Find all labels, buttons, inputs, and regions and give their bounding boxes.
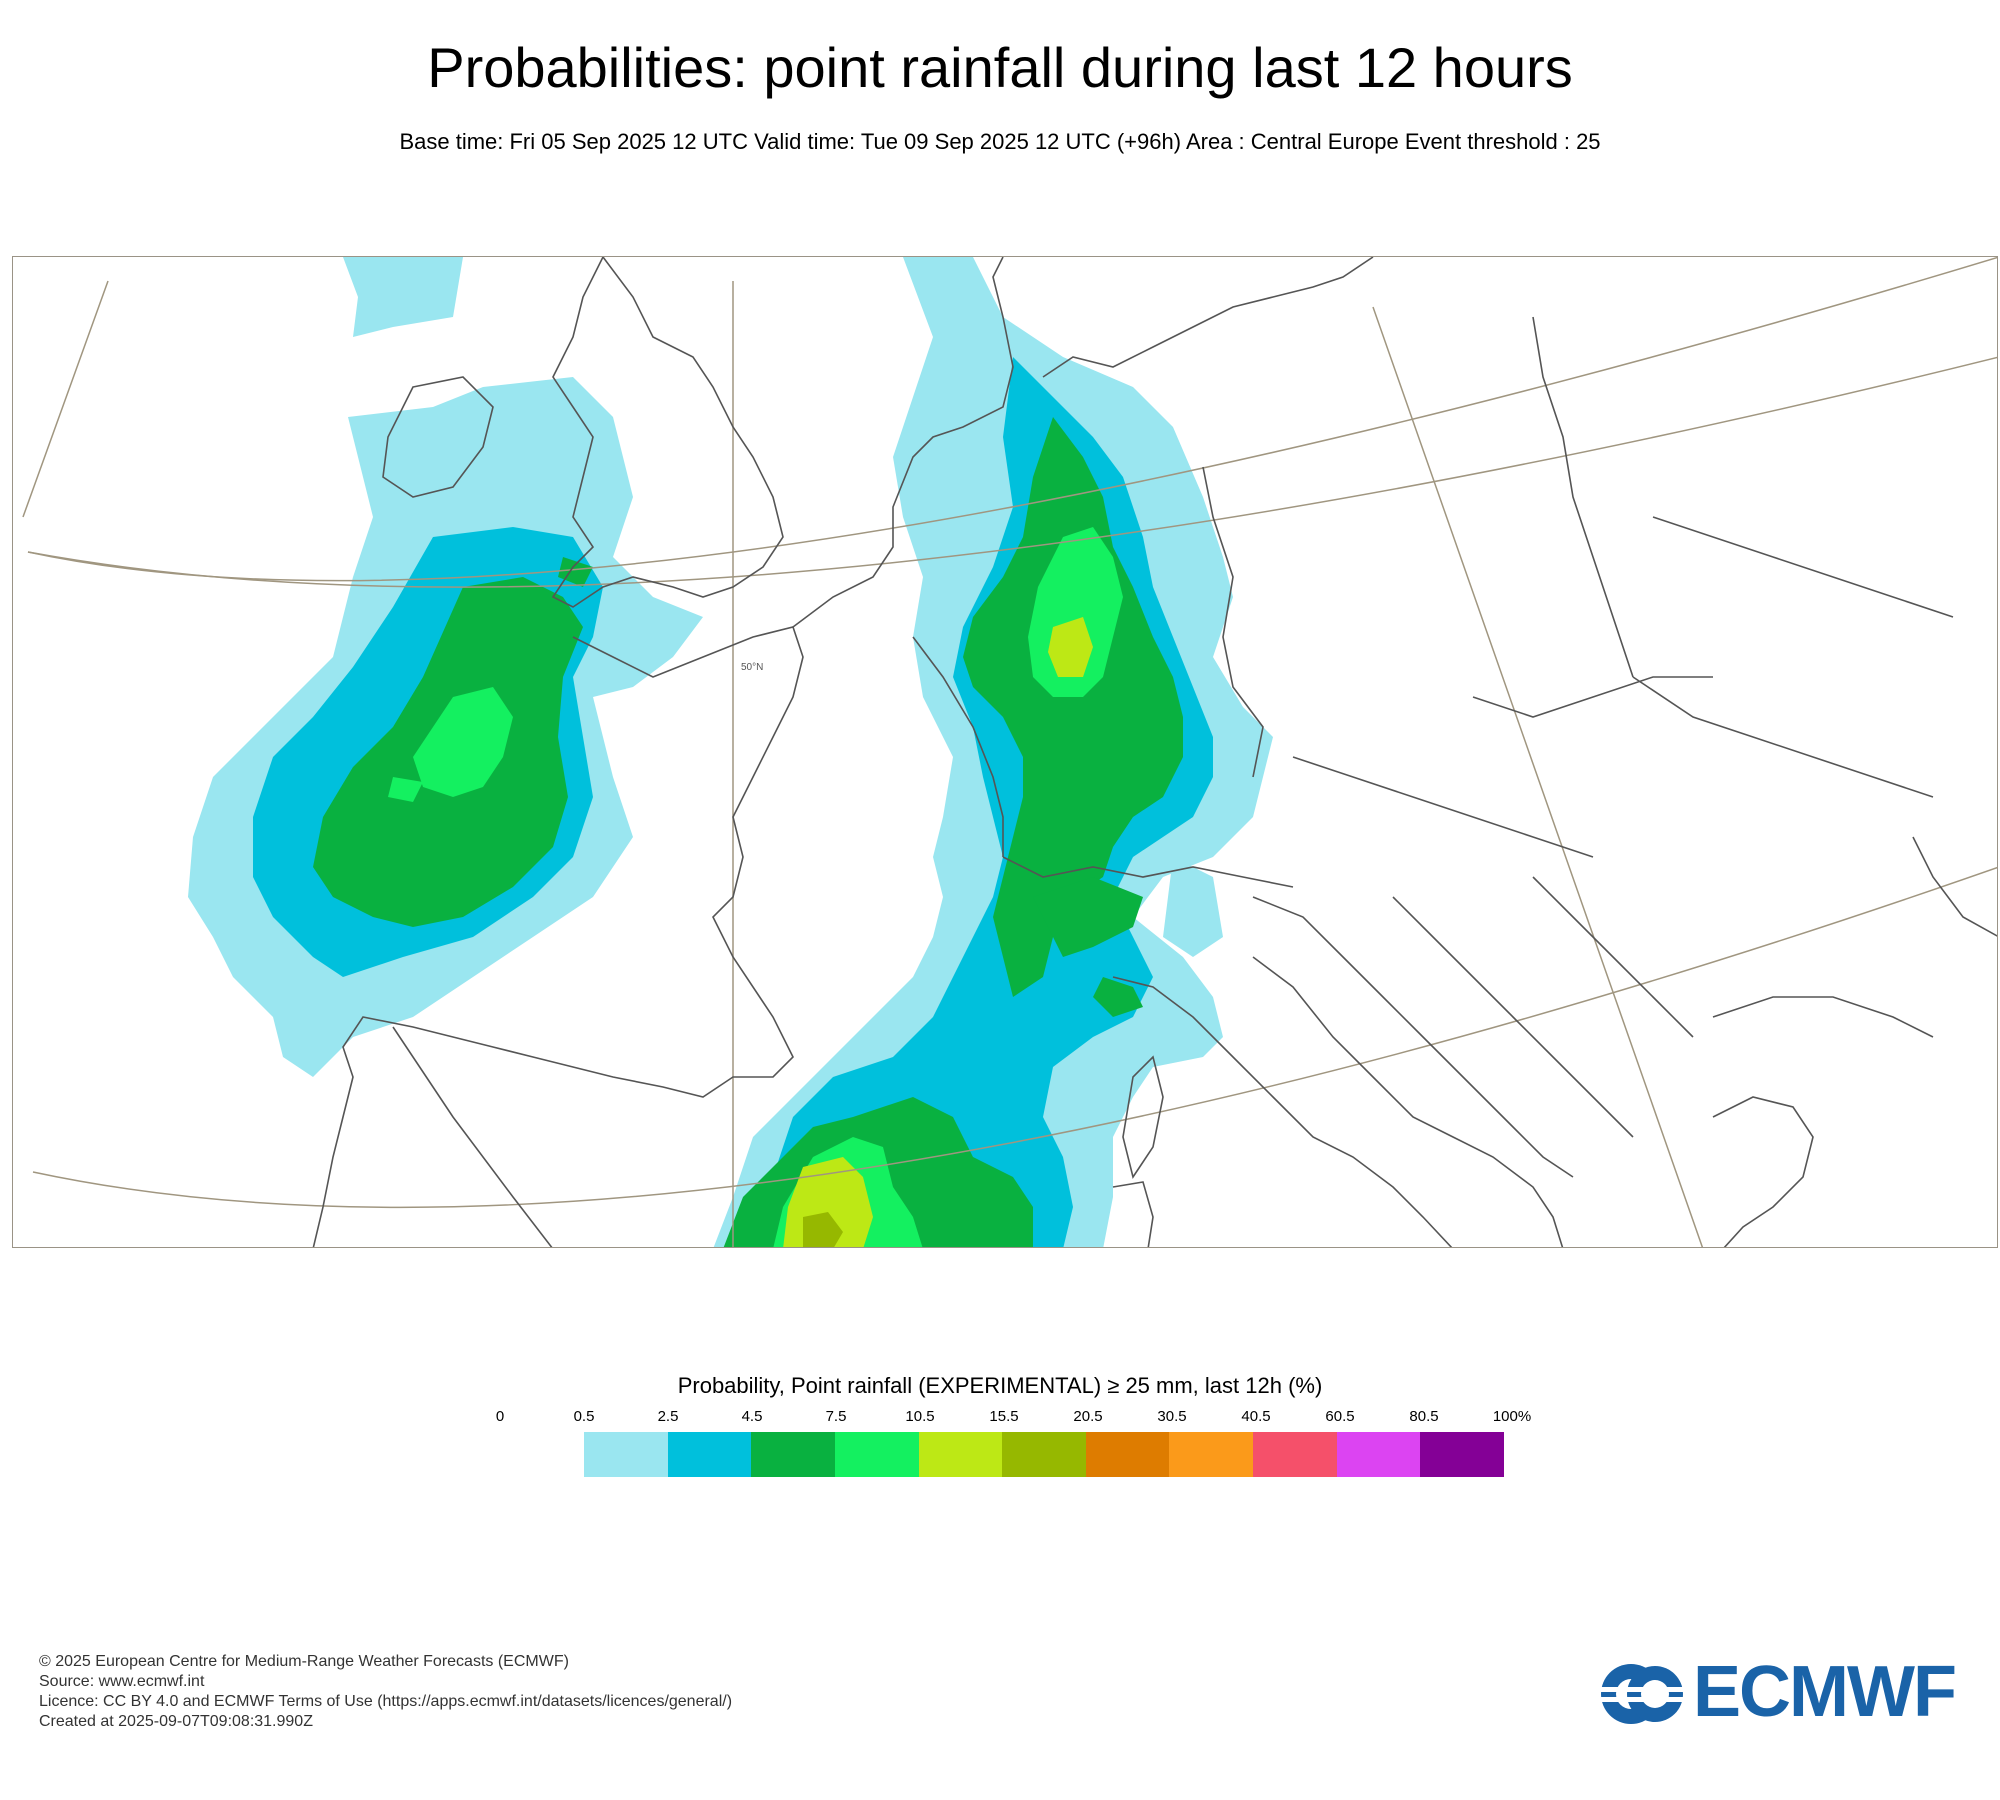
- legend-tick: 2.5: [657, 1408, 679, 1425]
- ecmwf-logo-icon: [1595, 1664, 1687, 1724]
- legend-tick: 15.5: [989, 1408, 1019, 1425]
- border-ukraine: [1652, 516, 1954, 618]
- border-serbia: [1532, 876, 1694, 1038]
- legend-tick: 100%: [1492, 1408, 1532, 1425]
- legend-swatch: [1336, 1432, 1421, 1477]
- footer-created: Created at 2025-09-07T09:08:31.990Z: [39, 1713, 313, 1730]
- legend-swatch: [584, 1432, 668, 1477]
- border-germany-east: [1202, 466, 1264, 778]
- black-sea-coast: [1912, 836, 1997, 937]
- iberia-coast: [392, 1026, 553, 1247]
- footer-source: Source: www.ecmwf.int: [39, 1673, 205, 1690]
- ecmwf-logo-text: ECMWF: [1693, 1652, 1957, 1732]
- italy-east-coast: [1252, 956, 1564, 1247]
- footer: © 2025 European Centre for Medium-Range …: [39, 1652, 732, 1732]
- border-france-germany: [912, 636, 1004, 857]
- legend-tick: 0.5: [573, 1408, 595, 1425]
- legend-tick: 7.5: [825, 1408, 847, 1425]
- legend-color-bar: [584, 1432, 1505, 1477]
- border-poland-east: [1532, 316, 1634, 678]
- graticule: [22, 257, 1997, 1247]
- legend-swatch: [1420, 1432, 1505, 1477]
- prob-band-15.5: [803, 1212, 843, 1247]
- great-britain-coast: [551, 257, 784, 608]
- border-bulgaria: [1712, 996, 1934, 1038]
- low-countries-coast: [792, 257, 1014, 628]
- legend-swatch: [1253, 1432, 1337, 1477]
- baltic-coast: [1042, 257, 1374, 378]
- legend-tick: 10.5: [905, 1408, 935, 1425]
- border-carpathians: [1472, 676, 1713, 718]
- legend-swatch: [834, 1432, 919, 1477]
- page-subtitle: Base time: Fri 05 Sep 2025 12 UTC Valid …: [399, 129, 1601, 154]
- legend-tick-labels: 0 0.5 2.5 4.5 7.5 10.5 15.5 20.5 30.5 40…: [0, 1408, 2000, 1428]
- map-svg: 50°N: [22, 257, 1997, 1247]
- ecmwf-logo[interactable]: ECMWF: [1595, 1652, 1975, 1732]
- footer-copyright: © 2025 European Centre for Medium-Range …: [39, 1653, 569, 1670]
- legend-tick: 0: [495, 1408, 505, 1425]
- border-austria-hungary: [1292, 756, 1594, 858]
- footer-licence: Licence: CC BY 4.0 and ECMWF Terms of Us…: [39, 1693, 733, 1710]
- legend-tick: 4.5: [741, 1408, 763, 1425]
- legend-swatch: [918, 1432, 1003, 1477]
- corsica-coast: [1122, 1055, 1164, 1179]
- legend-tick: 20.5: [1073, 1408, 1103, 1425]
- map-panel[interactable]: 50°N: [12, 256, 1998, 1248]
- legend-tick: 80.5: [1409, 1408, 1439, 1425]
- legend-swatch: [1085, 1432, 1170, 1477]
- border-balkans: [1392, 896, 1634, 1138]
- legend-tick: 30.5: [1157, 1408, 1187, 1425]
- sardinia-coast: [1112, 1181, 1154, 1247]
- france-coast: [312, 626, 804, 1247]
- legend-swatch: [751, 1432, 835, 1477]
- legend-swatch: [667, 1432, 752, 1477]
- legend-tick: 60.5: [1325, 1408, 1355, 1425]
- legend-swatch: [1169, 1432, 1254, 1477]
- border-romania: [1632, 676, 1934, 798]
- legend-title: Probability, Point rainfall (EXPERIMENTA…: [677, 1373, 1323, 1398]
- italy-coast: [1112, 976, 1453, 1247]
- legend-swatch: [1002, 1432, 1086, 1477]
- page-title: Probabilities: point rainfall during las…: [427, 36, 1573, 99]
- border-alps: [1002, 856, 1294, 888]
- adriatic-coast: [1252, 896, 1574, 1178]
- greece-coast: [1712, 1096, 1814, 1247]
- legend-tick: 40.5: [1241, 1408, 1271, 1425]
- land-outlines: [312, 257, 1997, 1247]
- latitude-label: 50°N: [741, 662, 763, 673]
- ireland-coast: [382, 376, 494, 498]
